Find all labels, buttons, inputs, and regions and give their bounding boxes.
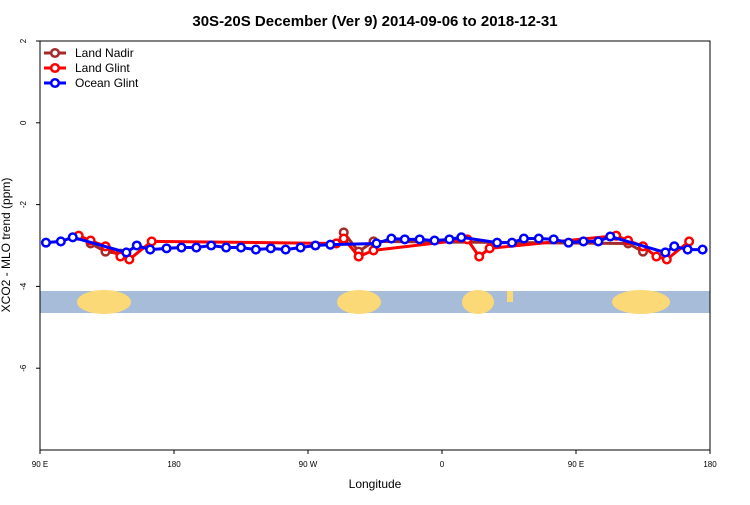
data-point bbox=[176, 242, 187, 253]
x-axis-label: Longitude bbox=[349, 477, 402, 491]
x-tick-label: 180 bbox=[703, 460, 717, 469]
data-point bbox=[660, 247, 671, 258]
data-point bbox=[250, 244, 261, 255]
data-point bbox=[131, 240, 142, 251]
legend-label: Land Nadir bbox=[75, 46, 134, 60]
data-point bbox=[146, 236, 157, 247]
x-tick-label: 90 E bbox=[32, 460, 48, 469]
data-point bbox=[191, 242, 202, 253]
data-point bbox=[474, 251, 485, 262]
map-strip bbox=[40, 290, 710, 314]
x-tick-label: 180 bbox=[167, 460, 181, 469]
data-point bbox=[669, 241, 680, 252]
data-point bbox=[651, 251, 662, 262]
y-tick-label: -4 bbox=[19, 282, 28, 290]
x-tick-label: 90 W bbox=[299, 460, 318, 469]
y-tick-label: 0 bbox=[19, 120, 28, 125]
y-tick-label: 2 bbox=[19, 38, 28, 43]
data-point bbox=[371, 238, 382, 249]
data-point bbox=[67, 232, 78, 243]
data-point bbox=[682, 244, 693, 255]
data-point bbox=[414, 234, 425, 245]
data-point bbox=[548, 234, 559, 245]
data-point bbox=[429, 235, 440, 246]
y-axis-label: XCO2 - MLO trend (ppm) bbox=[0, 178, 13, 313]
data-point bbox=[145, 244, 156, 255]
data-point bbox=[325, 239, 336, 250]
data-point bbox=[605, 231, 616, 242]
y-tick-label: -2 bbox=[19, 200, 28, 208]
data-point bbox=[684, 236, 695, 247]
data-point bbox=[121, 247, 132, 258]
x-tick-label: 90 E bbox=[568, 460, 584, 469]
plot-frame bbox=[39, 40, 711, 451]
data-point bbox=[310, 240, 321, 251]
data-point bbox=[593, 236, 604, 247]
legend-label: Land Glint bbox=[75, 61, 130, 75]
data-point bbox=[235, 242, 247, 253]
data-point bbox=[280, 244, 291, 255]
data-point bbox=[518, 233, 529, 244]
data-point bbox=[55, 236, 66, 247]
data-point bbox=[338, 233, 349, 244]
data-point bbox=[386, 233, 397, 244]
data-point bbox=[444, 234, 455, 245]
data-point bbox=[221, 242, 232, 253]
legend-marker bbox=[49, 62, 61, 74]
data-point bbox=[161, 243, 172, 254]
data-point bbox=[265, 243, 276, 254]
data-point bbox=[206, 240, 217, 251]
data-point bbox=[697, 244, 708, 255]
chart-title: 30S-20S December (Ver 9) 2014-09-06 to 2… bbox=[192, 13, 557, 30]
data-point bbox=[578, 236, 589, 247]
data-point bbox=[533, 233, 544, 244]
y-tick-label: -6 bbox=[19, 364, 28, 372]
data-point bbox=[484, 243, 495, 254]
legend-marker bbox=[49, 77, 61, 89]
data-point bbox=[40, 237, 52, 248]
legend-label: Ocean Glint bbox=[75, 76, 139, 90]
data-point bbox=[353, 251, 364, 262]
data-point bbox=[506, 237, 518, 248]
data-point bbox=[295, 242, 306, 253]
data-point bbox=[456, 232, 467, 243]
legend-marker bbox=[49, 47, 61, 59]
data-point bbox=[399, 234, 410, 245]
x-tick-label: 0 bbox=[440, 460, 445, 469]
data-point bbox=[492, 237, 503, 248]
data-point bbox=[563, 237, 574, 248]
